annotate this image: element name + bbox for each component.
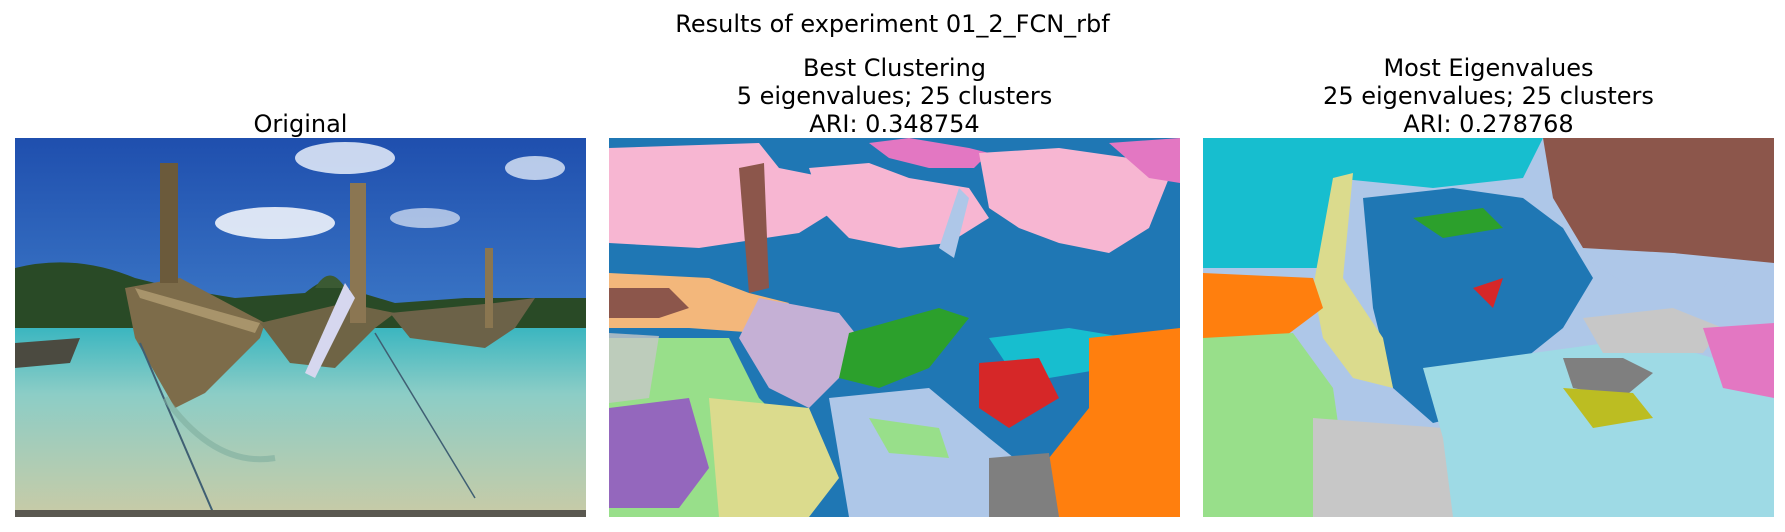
most-eigenvalues-map <box>1203 138 1774 517</box>
panel-original: Original <box>15 0 586 532</box>
panel-title-line: ARI: 0.278768 <box>1403 110 1574 138</box>
panel-title-line: Most Eigenvalues <box>1383 54 1594 82</box>
best-clustering-map <box>609 138 1180 517</box>
panel-most-eigenvalues: Most Eigenvalues 25 eigenvalues; 25 clus… <box>1203 0 1774 532</box>
best-clustering-image <box>609 138 1180 517</box>
panel-title: Original <box>15 110 586 138</box>
panel-title-line: Original <box>253 110 348 138</box>
panel-title: Most Eigenvalues 25 eigenvalues; 25 clus… <box>1203 54 1774 138</box>
original-photo <box>15 138 586 517</box>
figure-suptitle: Results of experiment 01_2_FCN_rbf <box>675 10 1110 38</box>
panel-title-line: Best Clustering <box>802 54 987 82</box>
most-eigenvalues-image <box>1203 138 1774 517</box>
panel-title-line: 5 eigenvalues; 25 clusters <box>736 82 1053 110</box>
panel-best-clustering: Best Clustering 5 eigenvalues; 25 cluste… <box>609 0 1180 532</box>
original-image <box>15 138 586 517</box>
panel-title-line: 25 eigenvalues; 25 clusters <box>1323 82 1654 110</box>
panel-title-line: ARI: 0.348754 <box>809 110 980 138</box>
panel-title: Best Clustering 5 eigenvalues; 25 cluste… <box>609 54 1180 138</box>
